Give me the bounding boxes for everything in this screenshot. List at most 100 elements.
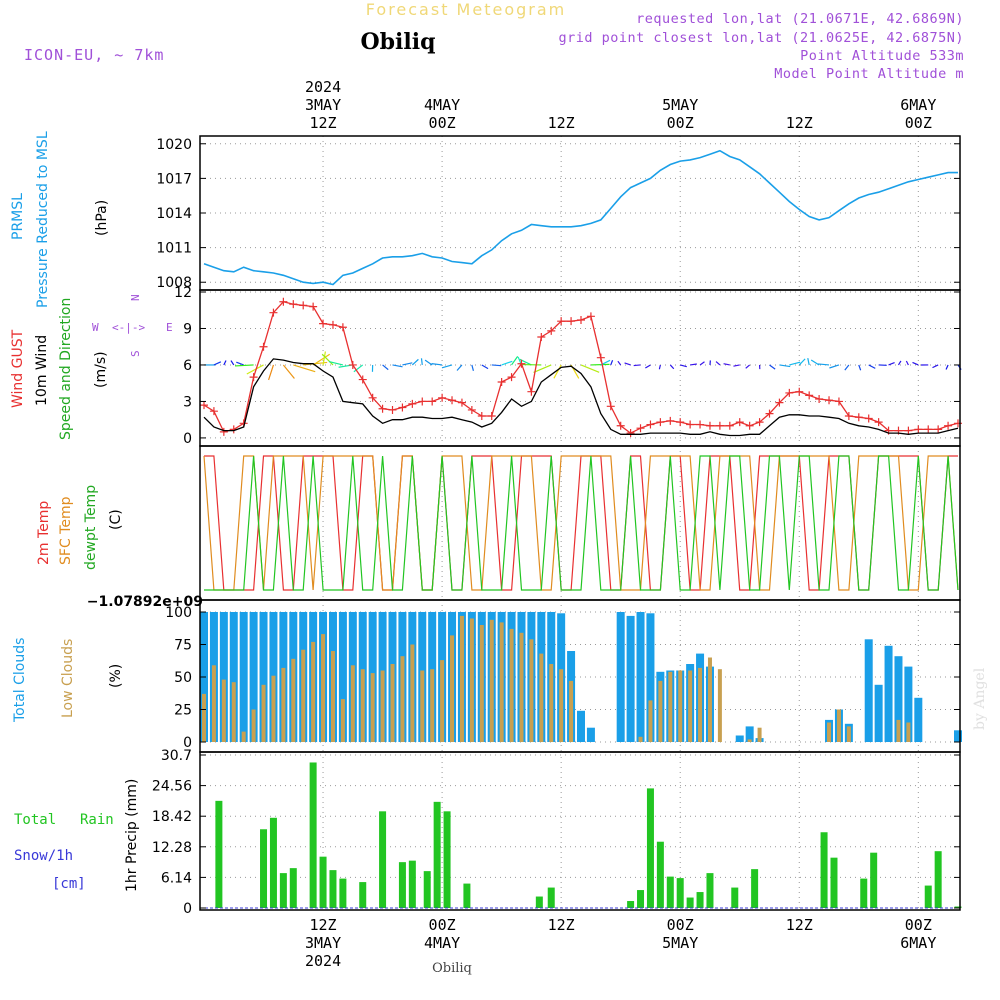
- wind-gust-marker-51: [705, 421, 714, 430]
- wind-10m-line: [203, 358, 959, 437]
- wind-direction-arrow-61: [807, 358, 810, 366]
- wind-direction-arrow-9: [293, 364, 316, 373]
- wind-gust-marker-37: [567, 317, 576, 326]
- wind-direction-arrow-43: [624, 362, 631, 366]
- wind-direction-arrow-39: [590, 363, 610, 366]
- top-axis-date-5: 6MAY: [900, 96, 936, 114]
- wind-gust-marker-45: [646, 420, 655, 429]
- top-axis-year: 2024: [305, 78, 341, 96]
- top-axis-date-3: 5MAY: [662, 96, 698, 114]
- wind-gust-marker-59: [785, 388, 794, 397]
- wind-gust-marker-65: [844, 412, 853, 421]
- precip-ytick-label-1: 6.14: [161, 870, 192, 886]
- wind-direction-arrow-24: [431, 363, 443, 366]
- snow-legend-title: Snow/1h: [14, 848, 73, 864]
- footer-location: Obiliq: [432, 961, 472, 976]
- point-altitude: Point Altitude 533m: [800, 48, 964, 64]
- wind-direction-arrow-11: [312, 353, 331, 366]
- wind-gust-marker-50: [696, 420, 705, 429]
- bottom-axis-hour-1: 00Z: [429, 916, 456, 934]
- wind-direction-arrow-52: [715, 361, 721, 366]
- wind-direction-arrow-57: [769, 364, 776, 370]
- rain-bar-30: [820, 832, 828, 908]
- wind-gust-marker-27: [467, 405, 476, 414]
- low-clouds-bar-32: [519, 632, 524, 742]
- bottom-axis-year: 2024: [305, 952, 341, 970]
- precip-axis-label: 1hr Precip (mm): [124, 779, 140, 892]
- wind-gust-marker-43: [626, 429, 635, 438]
- wind-gust-marker-48: [676, 418, 685, 427]
- rain-bar-0: [215, 800, 223, 908]
- rain-bar-17: [535, 896, 543, 908]
- wind-gust-marker-14: [338, 323, 347, 332]
- wind-direction-arrow-75: [945, 364, 949, 370]
- top-axis-date-1: 4MAY: [424, 96, 460, 114]
- bottom-axis-date-1: 4MAY: [424, 934, 460, 952]
- wind-gust-marker-28: [477, 412, 486, 421]
- wind-gust-marker-42: [616, 421, 625, 430]
- top-axis-hour-1: 00Z: [429, 114, 456, 132]
- low-clouds-bar-31: [509, 628, 514, 742]
- total-clouds-bar-38: [577, 710, 585, 742]
- low-clouds-bar-13: [330, 651, 335, 742]
- rain-bar-29: [751, 869, 759, 908]
- low-clouds-bar-30: [499, 622, 504, 742]
- temp-series-line-0: [204, 455, 958, 591]
- total-clouds-bar-3: [229, 612, 238, 742]
- wind-gust-marker-39: [586, 312, 595, 321]
- wind-gust-marker-8: [279, 297, 288, 306]
- wind-gust-marker-54: [735, 418, 744, 427]
- bottom-axis-hour-2: 12Z: [548, 916, 575, 934]
- wind-direction-arrow-44: [633, 364, 641, 367]
- wind-gust-marker-49: [686, 420, 695, 429]
- low-clouds-bar-56: [757, 727, 762, 742]
- pressure-ytick-label-1: 1011: [156, 241, 192, 257]
- rain-bar-4: [289, 868, 297, 908]
- model-label: ICON-EU, ~ 7km: [24, 46, 164, 64]
- wind-gust-marker-32: [517, 359, 526, 368]
- rain-bar-20: [637, 890, 645, 908]
- low-clouds-bar-46: [658, 680, 663, 742]
- wind-gust-marker-58: [775, 398, 784, 407]
- low-clouds-bar-33: [529, 639, 534, 742]
- wind-gust-marker-73: [924, 425, 933, 434]
- low-clouds-bar-55: [747, 739, 752, 742]
- low-clouds-bar-47: [668, 671, 673, 742]
- clouds-ytick-label-1: 25: [174, 703, 192, 719]
- temp-series-line-1: [203, 455, 959, 591]
- wind-gust-marker-17: [368, 393, 377, 402]
- wind-gust-marker-52: [715, 421, 724, 430]
- wind-gust-marker-66: [854, 413, 863, 422]
- low-clouds-bar-49: [688, 670, 693, 742]
- compass-rose: N S W E <-|->: [92, 294, 173, 357]
- precip-ytick-label-2: 12.28: [152, 840, 192, 856]
- wind-direction-arrow-22: [420, 358, 423, 366]
- wind-gust-marker-40: [596, 353, 605, 362]
- low-clouds-bar-16: [360, 669, 365, 742]
- wind-direction-arrow-54: [733, 364, 740, 367]
- wind-direction-arrow-1: [213, 361, 222, 366]
- wind-direction-arrow-47: [669, 364, 675, 370]
- wind-gust-marker-19: [388, 405, 397, 414]
- pressure-unit: (hPa): [94, 200, 110, 236]
- wind-gust-marker-64: [834, 397, 843, 406]
- wind-gust-marker-25: [448, 396, 457, 405]
- rain-bar-31: [830, 857, 838, 908]
- low-clouds-bar-8: [281, 667, 286, 742]
- rain-legend-rain: Rain: [80, 812, 114, 828]
- wind-direction-arrow-71: [905, 360, 909, 366]
- rain-bar-35: [934, 851, 942, 908]
- wind-direction-arrow-58: [779, 364, 791, 368]
- wind-direction-arrow-65: [844, 364, 850, 371]
- wind-direction-arrow-45: [645, 364, 651, 369]
- wind-gust-marker-62: [815, 395, 824, 404]
- precip-ytick-label-4: 24.56: [152, 779, 192, 795]
- wind-direction-arrow-2: [223, 360, 227, 366]
- total-clouds-bar-5: [249, 612, 258, 742]
- wind-gust-marker-34: [537, 332, 546, 341]
- low-clouds-bar-51: [707, 657, 712, 742]
- wind-direction-arrow-5: [235, 364, 254, 367]
- bottom-axis-date-5: 6MAY: [900, 934, 936, 952]
